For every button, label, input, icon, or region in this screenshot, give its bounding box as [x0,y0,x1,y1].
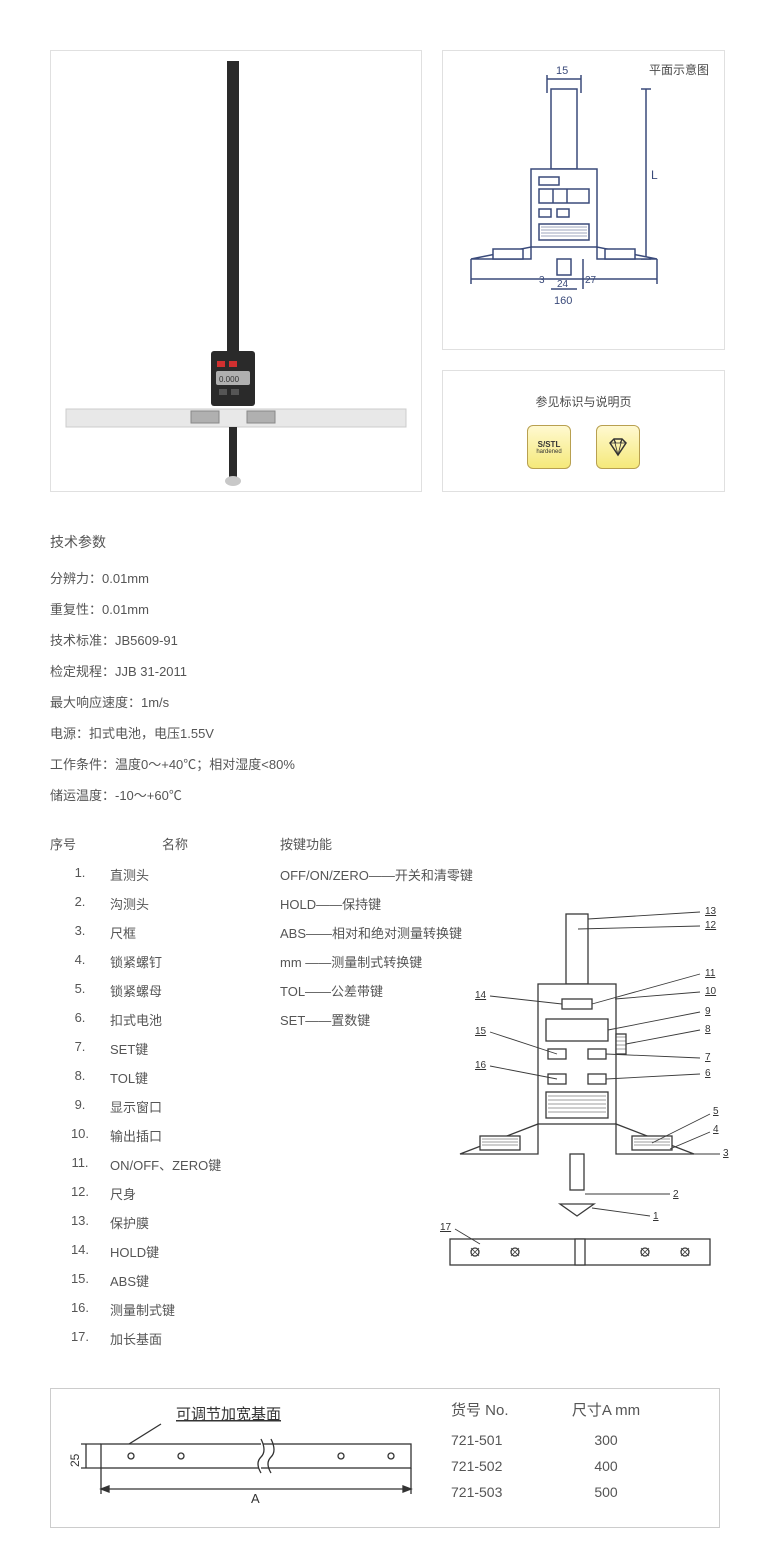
top-row: 0.000 平面示意图 [50,50,720,492]
specs-section: 技术参数 分辨力：0.01mm 重复性：0.01mm 技术标准：JB5609-9… [50,532,720,804]
schematic-title: 平面示意图 [649,61,709,78]
parts-diagram: 13 12 11 10 9 8 7 6 5 4 3 2 1 14 15 16 [420,904,740,1334]
table-row: 721-501 300 [451,1432,651,1448]
bottom-diagram: 可调节加宽基面 25 [61,1399,431,1517]
svg-text:1: 1 [653,1211,659,1222]
svg-text:14: 14 [475,990,487,1001]
svg-text:12: 12 [705,920,717,931]
schematic-svg: 15 L [451,59,716,339]
svg-text:24: 24 [557,279,569,290]
bottom-table: 货号 No. 尺寸A mm 721-501 300 721-502 400 72… [451,1399,651,1517]
parts-row: 5.锁紧螺母 [50,981,280,1000]
svg-text:0.000: 0.000 [219,375,240,384]
parts-row: 9.显示窗口 [50,1097,280,1116]
parts-row: 4.锁紧螺钉 [50,952,280,971]
spec-line: 技术标准：JB5609-91 [50,630,720,649]
specs-title: 技术参数 [50,532,720,552]
svg-text:13: 13 [705,906,717,917]
parts-row: 3.尺框 [50,923,280,942]
parts-row: 10.输出插口 [50,1126,280,1145]
svg-text:4: 4 [713,1124,719,1135]
legend-title: 参见标识与说明页 [535,393,631,410]
svg-text:16: 16 [475,1060,487,1071]
table-row: 721-502 400 [451,1458,651,1474]
svg-text:3: 3 [723,1148,729,1159]
legend-box: 参见标识与说明页 S/STL hardened [442,370,725,492]
svg-text:160: 160 [554,295,572,307]
product-photo: 0.000 [50,50,422,492]
parts-row: 11.ON/OFF、ZERO键 [50,1155,280,1174]
svg-text:2: 2 [673,1189,679,1200]
middle-row: 序号 名称 1.直测头 2.沟测头 3.尺框 4.锁紧螺钉 5.锁紧螺母 6.扣式电池 7.… [50,834,720,1358]
parts-row: 6.扣式电池 [50,1010,280,1029]
spec-line: 分辨力：0.01mm [50,568,720,587]
parts-row: 14.HOLD键 [50,1242,280,1261]
svg-text:11: 11 [705,968,716,979]
parts-row: 8.TOL键 [50,1068,280,1087]
svg-text:15: 15 [556,65,568,77]
parts-list: 序号 名称 1.直测头 2.沟测头 3.尺框 4.锁紧螺钉 5.锁紧螺母 6.扣式电池 7.… [50,834,280,1358]
svg-text:17: 17 [440,1222,452,1233]
hardened-icon: S/STL hardened [527,425,571,469]
schematic-box: 平面示意图 15 L [442,50,725,350]
parts-row: 12.尺身 [50,1184,280,1203]
parts-row: 13.保护膜 [50,1213,280,1232]
table-row: 721-503 500 [451,1484,651,1500]
spec-line: 工作条件：温度0～+40℃；相对湿度<80% [50,754,720,773]
buttons-header: 按键功能 [280,834,473,853]
svg-text:5: 5 [713,1106,719,1117]
svg-text:15: 15 [475,1026,487,1037]
svg-text:3: 3 [539,275,545,286]
diamond-icon [596,425,640,469]
svg-text:27: 27 [585,275,597,286]
parts-row: 17.加长基面 [50,1329,280,1348]
svg-text:8: 8 [705,1024,711,1035]
svg-text:6: 6 [705,1068,711,1079]
parts-row: 2.沟测头 [50,894,280,913]
spec-line: 电源：扣式电池，电压1.55V [50,723,720,742]
parts-row: 15.ABS键 [50,1271,280,1290]
parts-header-name: 名称 [110,834,240,853]
svg-text:25: 25 [68,1453,82,1467]
svg-text:10: 10 [705,986,717,997]
svg-text:7: 7 [705,1052,711,1063]
spec-line: 检定规程：JJB 31-2011 [50,661,720,680]
parts-row: 7.SET键 [50,1039,280,1058]
parts-row: 1.直测头 [50,865,280,884]
col-no: 货号 No. [451,1399,561,1420]
bottom-section: 可调节加宽基面 25 [50,1388,720,1528]
button-func: OFF/ON/ZERO——开关和清零键 [280,865,473,884]
svg-text:A: A [251,1491,260,1506]
col-size: 尺寸A mm [561,1399,651,1420]
parts-header-num: 序号 [50,834,110,853]
spec-line: 重复性：0.01mm [50,599,720,618]
svg-text:可调节加宽基面: 可调节加宽基面 [176,1406,281,1423]
product-photo-svg: 0.000 [51,51,421,491]
svg-text:L: L [651,168,658,182]
svg-text:9: 9 [705,1006,711,1017]
spec-line: 储运温度：-10～+60℃ [50,785,720,804]
spec-line: 最大响应速度：1m/s [50,692,720,711]
parts-row: 16.测量制式键 [50,1300,280,1319]
